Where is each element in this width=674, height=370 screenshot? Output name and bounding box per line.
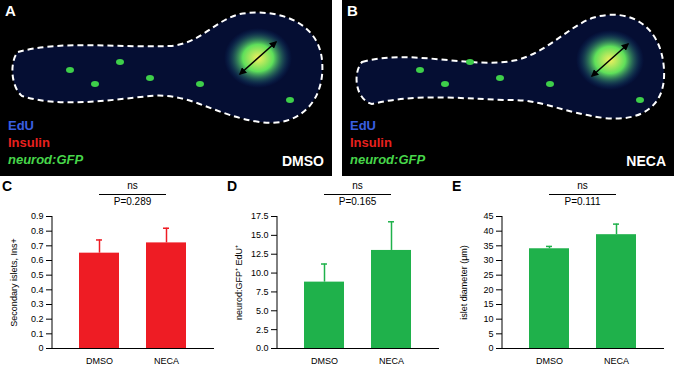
svg-text:0.8: 0.8	[31, 226, 44, 236]
svg-text:NECA: NECA	[626, 153, 666, 169]
svg-text:B: B	[347, 2, 358, 19]
svg-text:0.7: 0.7	[31, 241, 44, 251]
html-text:ns: ns	[127, 180, 138, 191]
svg-text:30: 30	[483, 255, 493, 265]
svg-text:40: 40	[483, 226, 493, 236]
svg-text:neurod:GFP: neurod:GFP	[8, 152, 83, 167]
svg-text:0.5: 0.5	[31, 270, 44, 280]
svg-text:17.5: 17.5	[251, 211, 269, 221]
svg-text:0.6: 0.6	[31, 255, 44, 265]
svg-text:Secondary islets, Ins+: Secondary islets, Ins+	[9, 238, 19, 326]
svg-text:neurod:GFP: neurod:GFP	[350, 152, 425, 167]
svg-text:DMSO: DMSO	[282, 153, 324, 169]
svg-text:islet diameter (μm): islet diameter (μm)	[459, 245, 469, 320]
svg-text:15: 15	[483, 299, 493, 309]
svg-text:NECA: NECA	[604, 356, 629, 366]
svg-text:0.0: 0.0	[256, 343, 269, 353]
svg-text:DMSO: DMSO	[311, 356, 338, 366]
svg-text:45: 45	[483, 211, 493, 221]
svg-text:10.0: 10.0	[251, 268, 269, 278]
svg-text:Insulin: Insulin	[8, 135, 50, 150]
svg-text:20: 20	[483, 285, 493, 295]
svg-text:0.4: 0.4	[31, 285, 44, 295]
svg-text:neurod:GFP⁺ EdU⁺: neurod:GFP⁺ EdU⁺	[234, 245, 244, 320]
svg-text:Insulin: Insulin	[350, 135, 392, 150]
html-text:P=0.111: P=0.111	[564, 196, 601, 207]
svg-text:EdU: EdU	[8, 118, 34, 133]
svg-text:A: A	[5, 2, 16, 19]
svg-text:NECA: NECA	[154, 356, 179, 366]
html-text:ns: ns	[577, 180, 588, 191]
svg-text:15.0: 15.0	[251, 230, 269, 240]
html-text:E: E	[452, 178, 462, 194]
svg-text:0.3: 0.3	[31, 299, 44, 309]
html-text:P=0.165: P=0.165	[338, 196, 377, 207]
svg-text:0: 0	[38, 343, 43, 353]
svg-text:25: 25	[483, 270, 493, 280]
svg-text:0: 0	[488, 343, 493, 353]
svg-text:0.1: 0.1	[31, 329, 44, 339]
svg-text:2.5: 2.5	[256, 325, 269, 335]
svg-text:7.5: 7.5	[256, 287, 269, 297]
html-text:ns: ns	[352, 180, 363, 191]
svg-text:12.5: 12.5	[251, 249, 269, 259]
svg-text:0.2: 0.2	[31, 314, 44, 324]
svg-text:DMSO: DMSO	[536, 356, 563, 366]
svg-text:DMSO: DMSO	[86, 356, 113, 366]
html-text:P=0.289: P=0.289	[113, 196, 152, 207]
svg-text:NECA: NECA	[379, 356, 404, 366]
svg-text:35: 35	[483, 241, 493, 251]
svg-text:10: 10	[483, 314, 493, 324]
svg-text:EdU: EdU	[350, 118, 376, 133]
svg-text:5.0: 5.0	[256, 306, 269, 316]
svg-text:5: 5	[488, 329, 493, 339]
svg-text:0.9: 0.9	[31, 211, 44, 221]
html-text:D: D	[227, 178, 238, 194]
html-text:C: C	[2, 178, 13, 194]
